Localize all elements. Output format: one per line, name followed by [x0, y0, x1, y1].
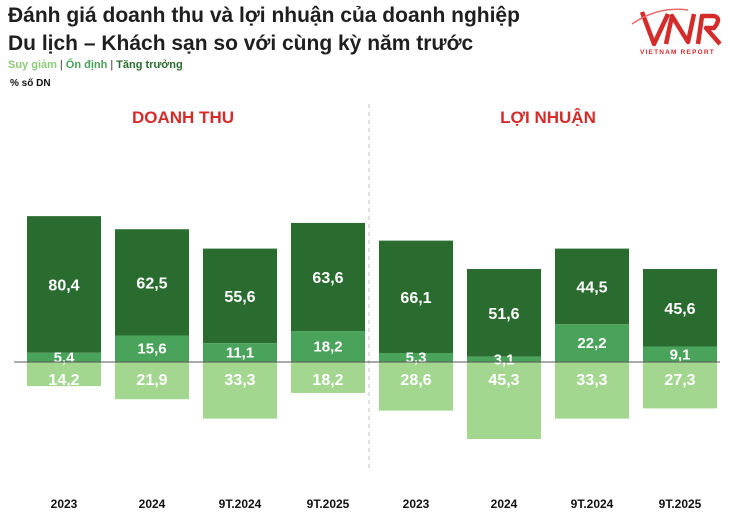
bar-stable — [115, 335, 189, 362]
bar-stable — [379, 352, 453, 362]
legend: Suy giảm | Ổn định | Tăng trưởng — [8, 59, 183, 71]
data-label-growth: 80,4 — [48, 277, 79, 294]
bar-growth — [555, 248, 629, 325]
data-label-decline: 27,3 — [664, 372, 695, 389]
bar-decline — [467, 362, 541, 440]
logo-subtitle: VIETNAM REPORT — [640, 49, 715, 56]
x-tick-label: 9T.2024 — [571, 497, 614, 511]
x-tick-label: 2023 — [403, 497, 430, 511]
x-tick-label: 2023 — [51, 497, 78, 511]
x-tick-label: 9T.2025 — [659, 497, 702, 511]
bar-stable — [467, 356, 541, 362]
bar-decline — [643, 362, 717, 409]
legend-item-growth: Tăng trưởng — [116, 59, 183, 71]
title-line-1: Đánh giá doanh thu và lợi nhuận của doan… — [8, 4, 520, 27]
data-label-stable: 22,2 — [577, 335, 606, 352]
data-label-stable: 9,1 — [670, 346, 691, 363]
data-label-stable: 15,6 — [137, 341, 166, 358]
bar-growth — [203, 248, 277, 344]
x-tick-label: 9T.2025 — [307, 497, 350, 511]
data-label-stable: 18,2 — [313, 339, 342, 356]
panel-title-0: DOANH THU — [132, 108, 234, 127]
bar-stable — [203, 343, 277, 362]
legend-item-decline: Suy giảm — [8, 59, 57, 71]
bar-decline — [203, 362, 277, 419]
unit-label: % số DN — [10, 78, 51, 89]
vnr-logo — [631, 8, 722, 47]
bar-growth — [643, 269, 717, 347]
legend-item-stable: Ổn định — [65, 59, 108, 71]
bar-growth — [115, 229, 189, 336]
data-label-decline: 14,2 — [48, 372, 79, 389]
bar-growth — [379, 240, 453, 353]
legend-separator: | — [59, 59, 63, 71]
bar-decline — [115, 362, 189, 400]
title-line-2: Du lịch – Khách sạn so với cùng kỳ năm t… — [8, 32, 474, 55]
bar-decline — [27, 362, 101, 387]
data-label-decline: 45,3 — [488, 372, 519, 389]
data-label-stable: 5,4 — [54, 349, 76, 366]
bar-stable — [291, 331, 365, 362]
legend-separator: | — [110, 59, 114, 71]
bar-decline — [555, 362, 629, 419]
data-label-growth: 45,6 — [664, 301, 695, 318]
bar-decline — [379, 362, 453, 411]
data-label-growth: 51,6 — [488, 306, 519, 323]
data-label-decline: 28,6 — [400, 372, 431, 389]
data-label-growth: 63,6 — [312, 270, 343, 287]
bar-growth — [27, 216, 101, 353]
bar-growth — [291, 222, 365, 332]
x-tick-label: 2024 — [491, 497, 518, 511]
data-label-decline: 21,9 — [136, 372, 167, 389]
data-label-growth: 44,5 — [576, 279, 607, 296]
panel-title-1: LỢI NHUẬN — [500, 108, 596, 127]
x-tick-label: 9T.2024 — [219, 497, 262, 511]
bar-stable — [555, 324, 629, 362]
data-label-decline: 18,2 — [312, 372, 343, 389]
data-label-stable: 3,1 — [494, 351, 515, 368]
chart-title: Đánh giá doanh thu và lợi nhuận của doan… — [8, 2, 608, 58]
data-label-decline: 33,3 — [224, 372, 255, 389]
data-label-growth: 62,5 — [136, 275, 167, 292]
bar-stable — [27, 352, 101, 362]
data-label-stable: 11,1 — [226, 345, 254, 362]
data-label-growth: 55,6 — [224, 289, 255, 306]
data-label-stable: 5,3 — [406, 349, 427, 366]
bar-stable — [643, 346, 717, 362]
bar-growth — [467, 269, 541, 357]
bar-decline — [291, 362, 365, 393]
data-label-growth: 66,1 — [400, 290, 431, 307]
data-label-decline: 33,3 — [576, 372, 607, 389]
x-tick-label: 2024 — [139, 497, 166, 511]
